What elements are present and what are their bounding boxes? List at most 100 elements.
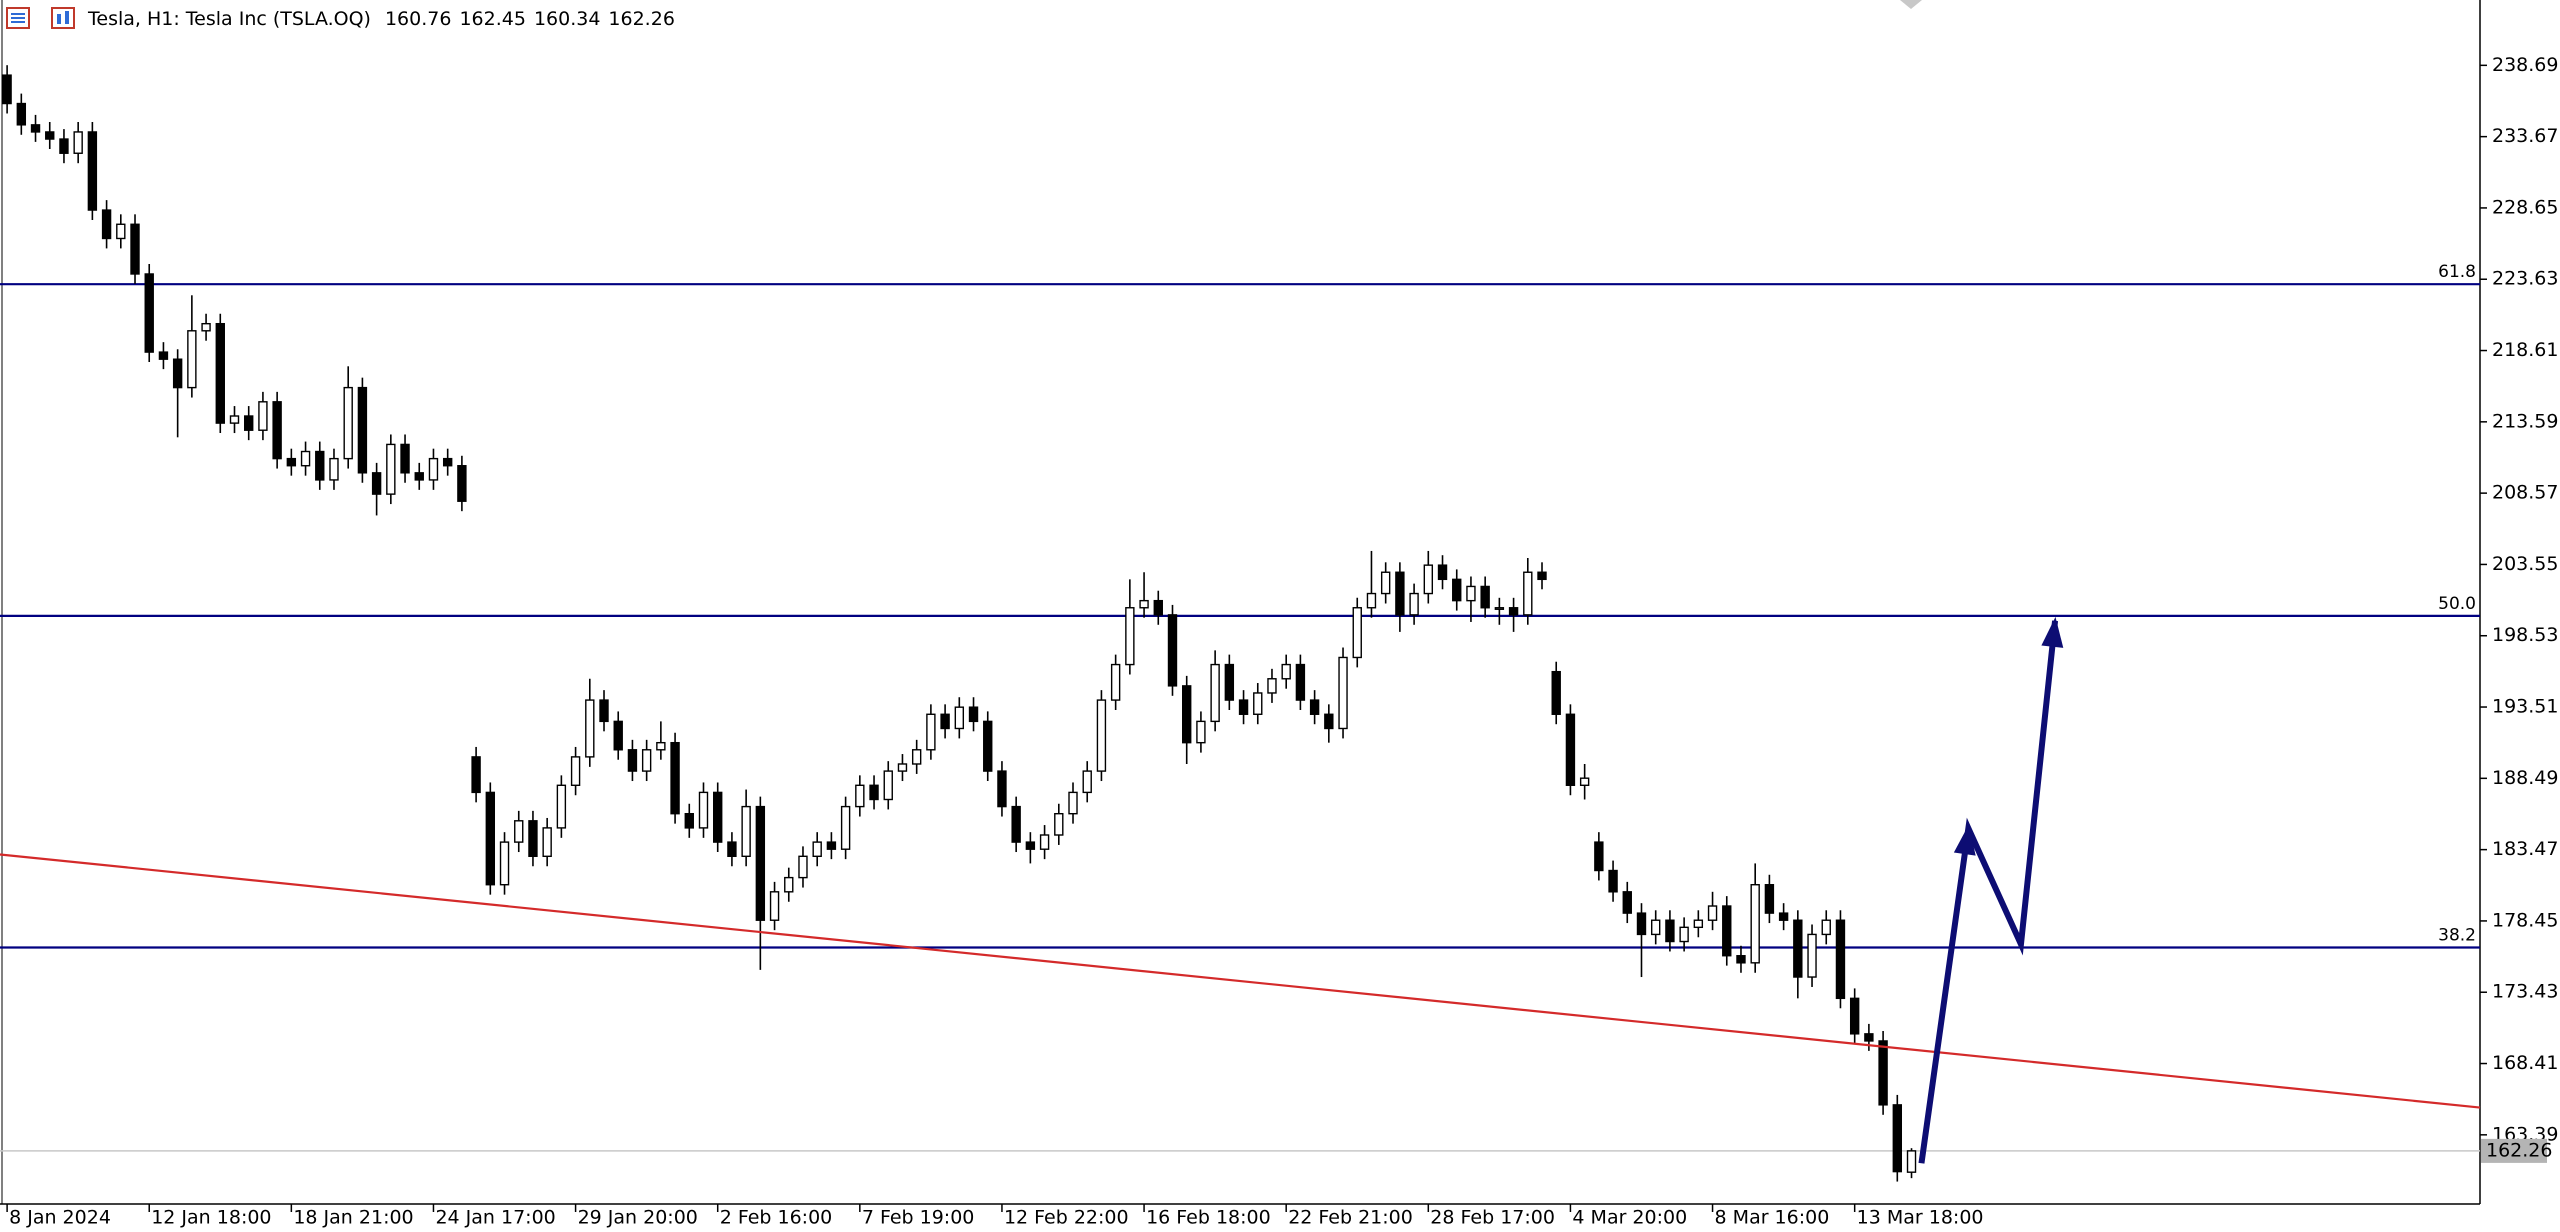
- candle-body: [741, 805, 751, 858]
- x-tick-label: 29 Jan 20:00: [578, 1207, 698, 1229]
- candle-body: [414, 472, 424, 481]
- header-high: 162.45: [459, 8, 525, 30]
- candle-body: [73, 131, 83, 154]
- candle-body: [59, 138, 69, 154]
- candle-body: [1736, 955, 1746, 964]
- x-tick-label: 4 Mar 20:00: [1572, 1207, 1687, 1229]
- candle-body: [1466, 585, 1476, 602]
- candle-body: [201, 322, 211, 332]
- candle-body: [1764, 884, 1775, 914]
- candle-body: [1139, 599, 1149, 609]
- fib-level-label: 61.8: [2438, 262, 2476, 282]
- candle-body: [784, 876, 794, 893]
- x-tick-label: 7 Feb 19:00: [862, 1207, 975, 1229]
- candle-body: [1068, 791, 1078, 815]
- candle-body: [1835, 919, 1846, 1000]
- x-tick-label: 16 Feb 18:00: [1146, 1207, 1271, 1229]
- candle-body: [1054, 812, 1064, 836]
- candle-body: [386, 443, 396, 495]
- candle-body: [272, 401, 282, 460]
- candle-body: [954, 706, 965, 730]
- header: Tesla, H1: Tesla Inc (TSLA.OQ) 160.76 162.…: [87, 8, 675, 30]
- candle-body: [343, 386, 353, 460]
- candle-body: [1423, 564, 1434, 595]
- y-tick-label: 208.57: [2492, 482, 2558, 504]
- candle-body: [1238, 699, 1249, 715]
- candle-body: [869, 784, 879, 801]
- trend-line: [0, 853, 2481, 1109]
- candle-body: [656, 741, 666, 751]
- candle-body: [87, 131, 98, 211]
- candle-body: [1196, 720, 1206, 744]
- candle-body: [172, 358, 183, 389]
- candle-body: [1267, 678, 1277, 694]
- x-tick-label: 24 Jan 17:00: [435, 1207, 555, 1229]
- y-tick-label: 218.61: [2492, 339, 2558, 361]
- icon-chart: [51, 7, 75, 29]
- candle-body: [1508, 607, 1519, 616]
- y-tick-label: 198.53: [2492, 624, 2558, 646]
- candle-body: [1551, 670, 1561, 715]
- x-tick-label: 12 Feb 22:00: [1004, 1207, 1129, 1229]
- candle-body: [613, 720, 623, 751]
- x-tick-label: 18 Jan 21:00: [293, 1207, 413, 1229]
- candle-body: [1722, 905, 1732, 957]
- x-tick-label: 13 Mar 18:00: [1857, 1207, 1984, 1229]
- candle-body: [1821, 919, 1831, 936]
- candle-body: [1110, 663, 1121, 701]
- candle-body: [30, 124, 41, 133]
- candle-body: [1565, 713, 1576, 786]
- candle-body: [101, 209, 112, 240]
- candle-body: [329, 457, 339, 481]
- candle-body: [1793, 919, 1803, 978]
- candle-body: [1253, 692, 1263, 715]
- candle-body: [144, 273, 154, 353]
- projection-arrow: [1918, 620, 2059, 1164]
- candle-body: [968, 706, 979, 723]
- y-tick-label: 213.59: [2492, 410, 2558, 432]
- candle-body: [627, 749, 638, 772]
- candle-body: [1025, 841, 1036, 850]
- candle-body: [1594, 841, 1604, 872]
- candle-body: [840, 805, 851, 850]
- y-tick-label: 233.67: [2492, 125, 2558, 147]
- candle-body: [485, 791, 496, 886]
- candle-body: [371, 472, 382, 495]
- candle-body: [641, 749, 652, 772]
- candle-body: [585, 699, 595, 758]
- candle-body: [499, 841, 510, 886]
- candle-body: [1651, 919, 1661, 936]
- candle-body: [570, 756, 581, 786]
- candle-body: [826, 841, 837, 850]
- candle-body: [1608, 869, 1618, 893]
- y-tick-label: 193.51: [2492, 696, 2558, 718]
- candle-body: [1338, 656, 1348, 730]
- candle-body: [1707, 905, 1718, 921]
- y-tick-label: 173.43: [2492, 981, 2558, 1003]
- candle-body: [116, 223, 126, 240]
- candle-body: [1878, 1040, 1888, 1106]
- candle-body: [187, 330, 197, 389]
- candle-body: [997, 770, 1007, 808]
- y-tick-label: 223.63: [2492, 268, 2558, 290]
- candle-body: [727, 841, 737, 858]
- candle-body: [1210, 663, 1220, 723]
- arrowhead: [2041, 616, 2064, 648]
- y-tick-label: 183.47: [2492, 838, 2558, 860]
- candle-body: [1182, 685, 1192, 744]
- candle-body: [528, 820, 538, 858]
- candle-body: [1380, 571, 1391, 595]
- candle-body: [1153, 599, 1163, 616]
- candle-body: [1579, 777, 1590, 786]
- candle-body: [798, 855, 808, 879]
- y-tick-label: 168.41: [2492, 1052, 2558, 1074]
- candle-body: [1494, 607, 1505, 610]
- x-tick-label: 28 Feb 17:00: [1430, 1207, 1555, 1229]
- candle-body: [670, 741, 680, 815]
- candle-body: [1807, 933, 1817, 978]
- candle-body: [1295, 663, 1306, 701]
- candle-body: [1679, 926, 1689, 943]
- candle-body: [940, 713, 950, 730]
